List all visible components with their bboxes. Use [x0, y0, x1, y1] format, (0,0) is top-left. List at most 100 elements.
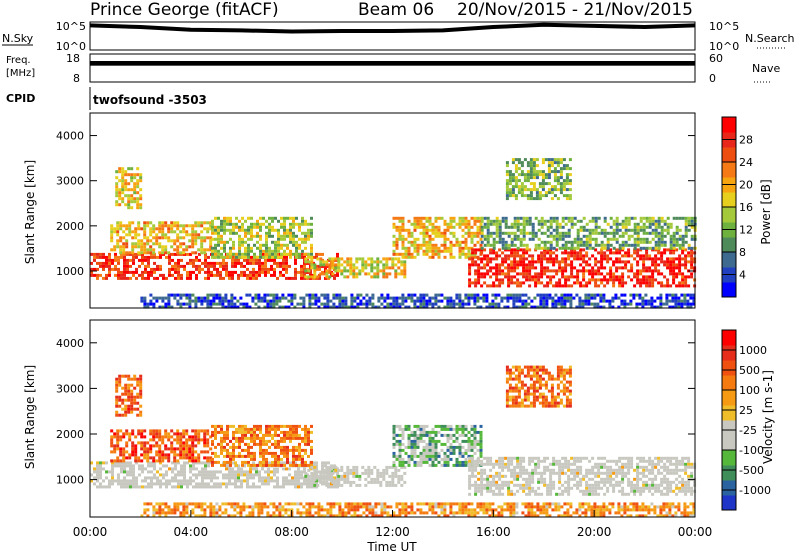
echo-cell	[283, 439, 286, 443]
echo-cell	[452, 225, 456, 229]
echo-cell	[136, 203, 140, 207]
echo-cell	[645, 248, 649, 252]
echo-cell	[425, 430, 429, 434]
echo-cell	[209, 245, 213, 249]
echo-cell	[654, 278, 658, 282]
echo-cell	[185, 429, 189, 433]
echo-cell	[534, 275, 538, 279]
echo-cell	[600, 246, 604, 250]
echo-cell	[537, 260, 541, 264]
echo-cell	[209, 456, 213, 460]
echo-cell	[407, 463, 411, 467]
echo-cell	[192, 461, 195, 465]
echo-cell	[192, 467, 195, 471]
echo-cell	[692, 293, 696, 297]
echo-cell	[191, 227, 195, 231]
echo-cell	[419, 296, 423, 300]
echo-cell	[564, 246, 568, 250]
echo-cell	[120, 464, 123, 468]
echo-cell	[660, 228, 664, 232]
echo-cell	[376, 474, 380, 478]
echo-cell	[198, 485, 201, 489]
echo-cell	[543, 269, 547, 273]
echo-cell	[503, 296, 507, 300]
echo-cell	[226, 427, 229, 431]
echo-cell	[657, 246, 661, 250]
echo-cell	[476, 225, 480, 229]
echo-cell	[90, 461, 93, 465]
echo-cell	[117, 482, 120, 486]
echo-cell	[582, 272, 586, 276]
echo-cell	[110, 444, 114, 448]
echo-cell	[511, 194, 515, 198]
echo-cell	[243, 273, 246, 277]
echo-cell	[443, 231, 447, 235]
echo-cell	[220, 445, 223, 449]
echo-cell	[223, 454, 226, 458]
echo-cell	[121, 188, 125, 192]
echo-cell	[398, 427, 402, 431]
echo-cell	[183, 467, 186, 471]
echo-cell	[511, 188, 515, 192]
echo-cell	[206, 456, 210, 460]
echo-cell	[666, 284, 670, 288]
echo-cell	[542, 293, 546, 297]
echo-cell	[214, 246, 217, 250]
echo-cell	[425, 234, 429, 238]
echo-cell	[576, 231, 580, 235]
echo-cell	[133, 197, 137, 201]
echo-cell	[382, 257, 386, 261]
echo-cell	[180, 264, 183, 268]
echo-cell	[514, 170, 518, 174]
echo-cell	[312, 461, 315, 465]
echo-cell	[115, 176, 119, 180]
echo-cell	[645, 266, 649, 270]
echo-cell	[546, 266, 550, 270]
echo-cell	[221, 299, 225, 303]
noise-left-label: N.Sky	[2, 32, 34, 45]
echo-cell	[207, 476, 210, 480]
echo-cell	[367, 468, 371, 472]
echo-cell	[657, 251, 661, 255]
echo-cell	[110, 438, 114, 442]
echo-cell	[526, 161, 530, 165]
echo-cell	[349, 260, 353, 264]
echo-cell	[561, 266, 565, 270]
echo-cell	[585, 269, 589, 273]
echo-cell	[322, 474, 326, 478]
echo-cell	[558, 278, 562, 282]
echo-cell	[534, 246, 538, 250]
echo-cell	[443, 305, 447, 309]
echo-cell	[135, 252, 138, 256]
echo-cell	[558, 246, 562, 250]
echo-cell	[434, 252, 438, 256]
echo-cell	[600, 240, 604, 244]
echo-cell	[158, 444, 162, 448]
echo-cell	[307, 252, 310, 256]
echo-cell	[567, 263, 571, 267]
echo-cell	[133, 188, 137, 192]
echo-cell	[675, 275, 679, 279]
echo-cell	[519, 281, 523, 285]
echo-cell	[621, 243, 625, 247]
echo-cell	[137, 224, 141, 228]
echo-cell	[623, 302, 627, 306]
echo-cell	[129, 485, 132, 489]
echo-cell	[534, 281, 538, 285]
echo-cell	[188, 224, 192, 228]
echo-cell	[115, 185, 119, 189]
echo-cell	[206, 441, 210, 445]
echo-cell	[552, 246, 556, 250]
echo-cell	[498, 234, 502, 238]
echo-cell	[437, 439, 441, 443]
echo-cell	[298, 442, 301, 446]
echo-cell	[129, 467, 132, 471]
echo-cell	[115, 377, 119, 381]
echo-cell	[416, 222, 420, 226]
echo-cell	[229, 216, 232, 220]
echo-cell	[621, 272, 625, 276]
echo-cell	[397, 260, 401, 264]
echo-cell	[121, 413, 125, 417]
echo-cell	[115, 194, 119, 198]
echo-cell	[105, 476, 108, 480]
